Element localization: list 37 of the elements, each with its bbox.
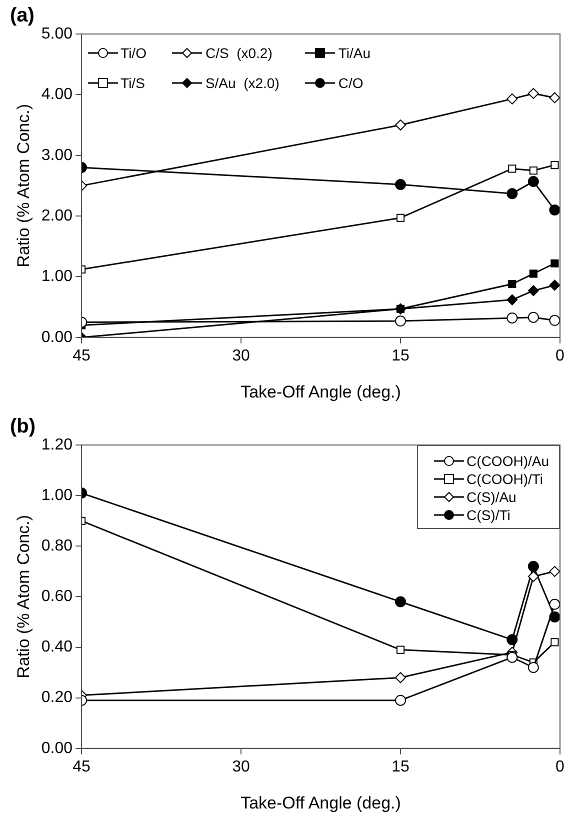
legend-label: C(COOH)/Au <box>466 452 549 470</box>
legend-label: C/O <box>338 74 364 92</box>
x-tick-label: 30 <box>232 758 250 776</box>
legend-label: C(S)/Ti <box>466 506 510 524</box>
x-tick-label: 0 <box>556 758 565 776</box>
y-tick-label: 0.40 <box>41 638 73 656</box>
legend-label: S/Au (x2.0) <box>205 74 280 92</box>
y-tick-label: 2.00 <box>41 207 73 224</box>
x-tick-label: 0 <box>556 347 565 364</box>
legend-label: Ti/O <box>120 44 146 62</box>
x-axis-title: Take-Off Angle (deg.) <box>240 793 401 812</box>
y-tick-label: 0.00 <box>41 328 73 346</box>
chart-title: (a) <box>10 4 34 27</box>
y-tick-label: 5.00 <box>41 25 73 42</box>
x-tick-label: 45 <box>72 347 91 364</box>
x-tick-label: 45 <box>72 758 91 776</box>
y-tick-label: 0.00 <box>41 740 73 757</box>
legend-label: C(COOH)/Ti <box>466 470 544 488</box>
y-axis-title: Ratio (% Atom Conc.) <box>14 514 33 678</box>
legend-label: Ti/S <box>120 74 145 92</box>
legend-label: Ti/Au <box>338 44 371 62</box>
y-axis-title: Ratio (% Atom Conc.) <box>14 104 33 268</box>
x-tick-label: 30 <box>232 347 250 364</box>
y-tick-label: 0.60 <box>41 588 73 606</box>
x-tick-label: 15 <box>392 347 410 364</box>
legend-label: C(S)/Au <box>466 488 516 506</box>
y-tick-label: 0.20 <box>41 689 73 706</box>
y-tick-label: 1.00 <box>41 268 73 286</box>
x-axis-title: Take-Off Angle (deg.) <box>240 382 401 402</box>
y-tick-label: 1.20 <box>41 436 73 454</box>
y-tick-label: 3.00 <box>41 146 73 164</box>
chart-title: (b) <box>10 416 36 438</box>
x-tick-label: 15 <box>392 758 410 776</box>
y-tick-label: 0.80 <box>41 538 73 555</box>
y-tick-label: 4.00 <box>41 86 73 104</box>
y-tick-label: 1.00 <box>41 486 73 504</box>
legend-label: C/S (x0.2) <box>205 44 272 62</box>
